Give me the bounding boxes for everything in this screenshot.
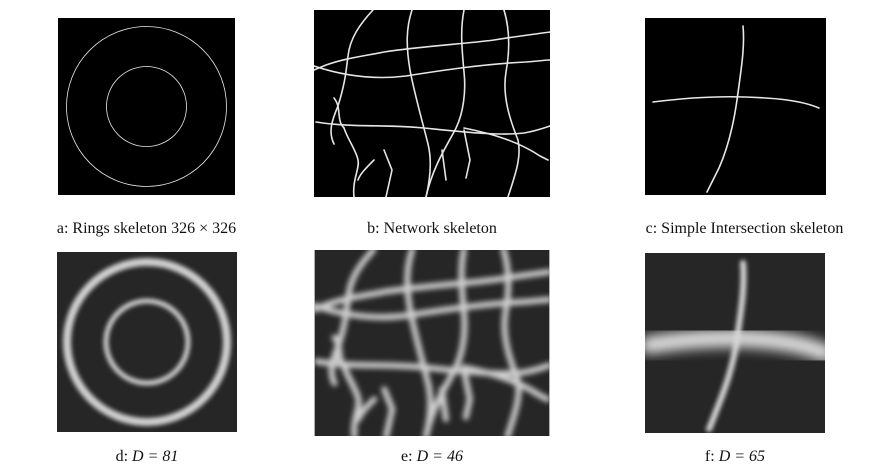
caption-c-label: c: xyxy=(645,220,658,237)
horizontal-band xyxy=(645,329,825,362)
panel-c-intersection-skeleton xyxy=(645,18,826,195)
caption-d: d: D = 81 xyxy=(57,448,237,466)
caption-c-text: Simple Intersection skeleton xyxy=(661,220,844,237)
panel-f-intersection-density xyxy=(645,253,825,433)
panel-a-rings-skeleton xyxy=(58,18,235,195)
caption-b-text: Network skeleton xyxy=(383,220,497,237)
caption-d-value: D = 81 xyxy=(132,448,179,465)
caption-b-label: b: xyxy=(367,220,380,237)
caption-e-label: e: xyxy=(401,448,413,465)
rings-skeleton-image xyxy=(58,18,235,195)
vertical-line xyxy=(706,25,745,193)
inner-ring xyxy=(106,66,187,147)
outer-ring xyxy=(66,26,227,187)
panel-d-rings-density xyxy=(57,252,237,432)
caption-f: f: D = 65 xyxy=(645,448,825,466)
intersection-skeleton-image xyxy=(645,18,826,195)
panel-b-network-skeleton xyxy=(314,10,550,197)
caption-e-value: D = 46 xyxy=(416,448,463,465)
caption-d-label: d: xyxy=(115,448,129,465)
caption-a: a: Rings skeleton 326 × 326 xyxy=(5,220,288,238)
caption-a-label: a: xyxy=(56,220,69,237)
network-density-image xyxy=(314,250,550,436)
rings-density-image xyxy=(57,252,237,432)
caption-f-value: D = 65 xyxy=(718,448,766,465)
panel-e-network-density xyxy=(314,250,550,436)
caption-a-size: 326 × 326 xyxy=(171,220,237,237)
horizontal-line xyxy=(652,95,820,109)
network-skeleton-image xyxy=(314,10,550,197)
caption-e: e: D = 46 xyxy=(314,448,550,466)
caption-b: b: Network skeleton xyxy=(314,220,550,238)
caption-c: c: Simple Intersection skeleton xyxy=(604,220,885,238)
caption-a-text: Rings skeleton xyxy=(72,220,168,237)
vertical-band xyxy=(706,260,747,432)
caption-f-label: f: xyxy=(704,448,715,465)
intersection-density-image xyxy=(645,253,825,433)
